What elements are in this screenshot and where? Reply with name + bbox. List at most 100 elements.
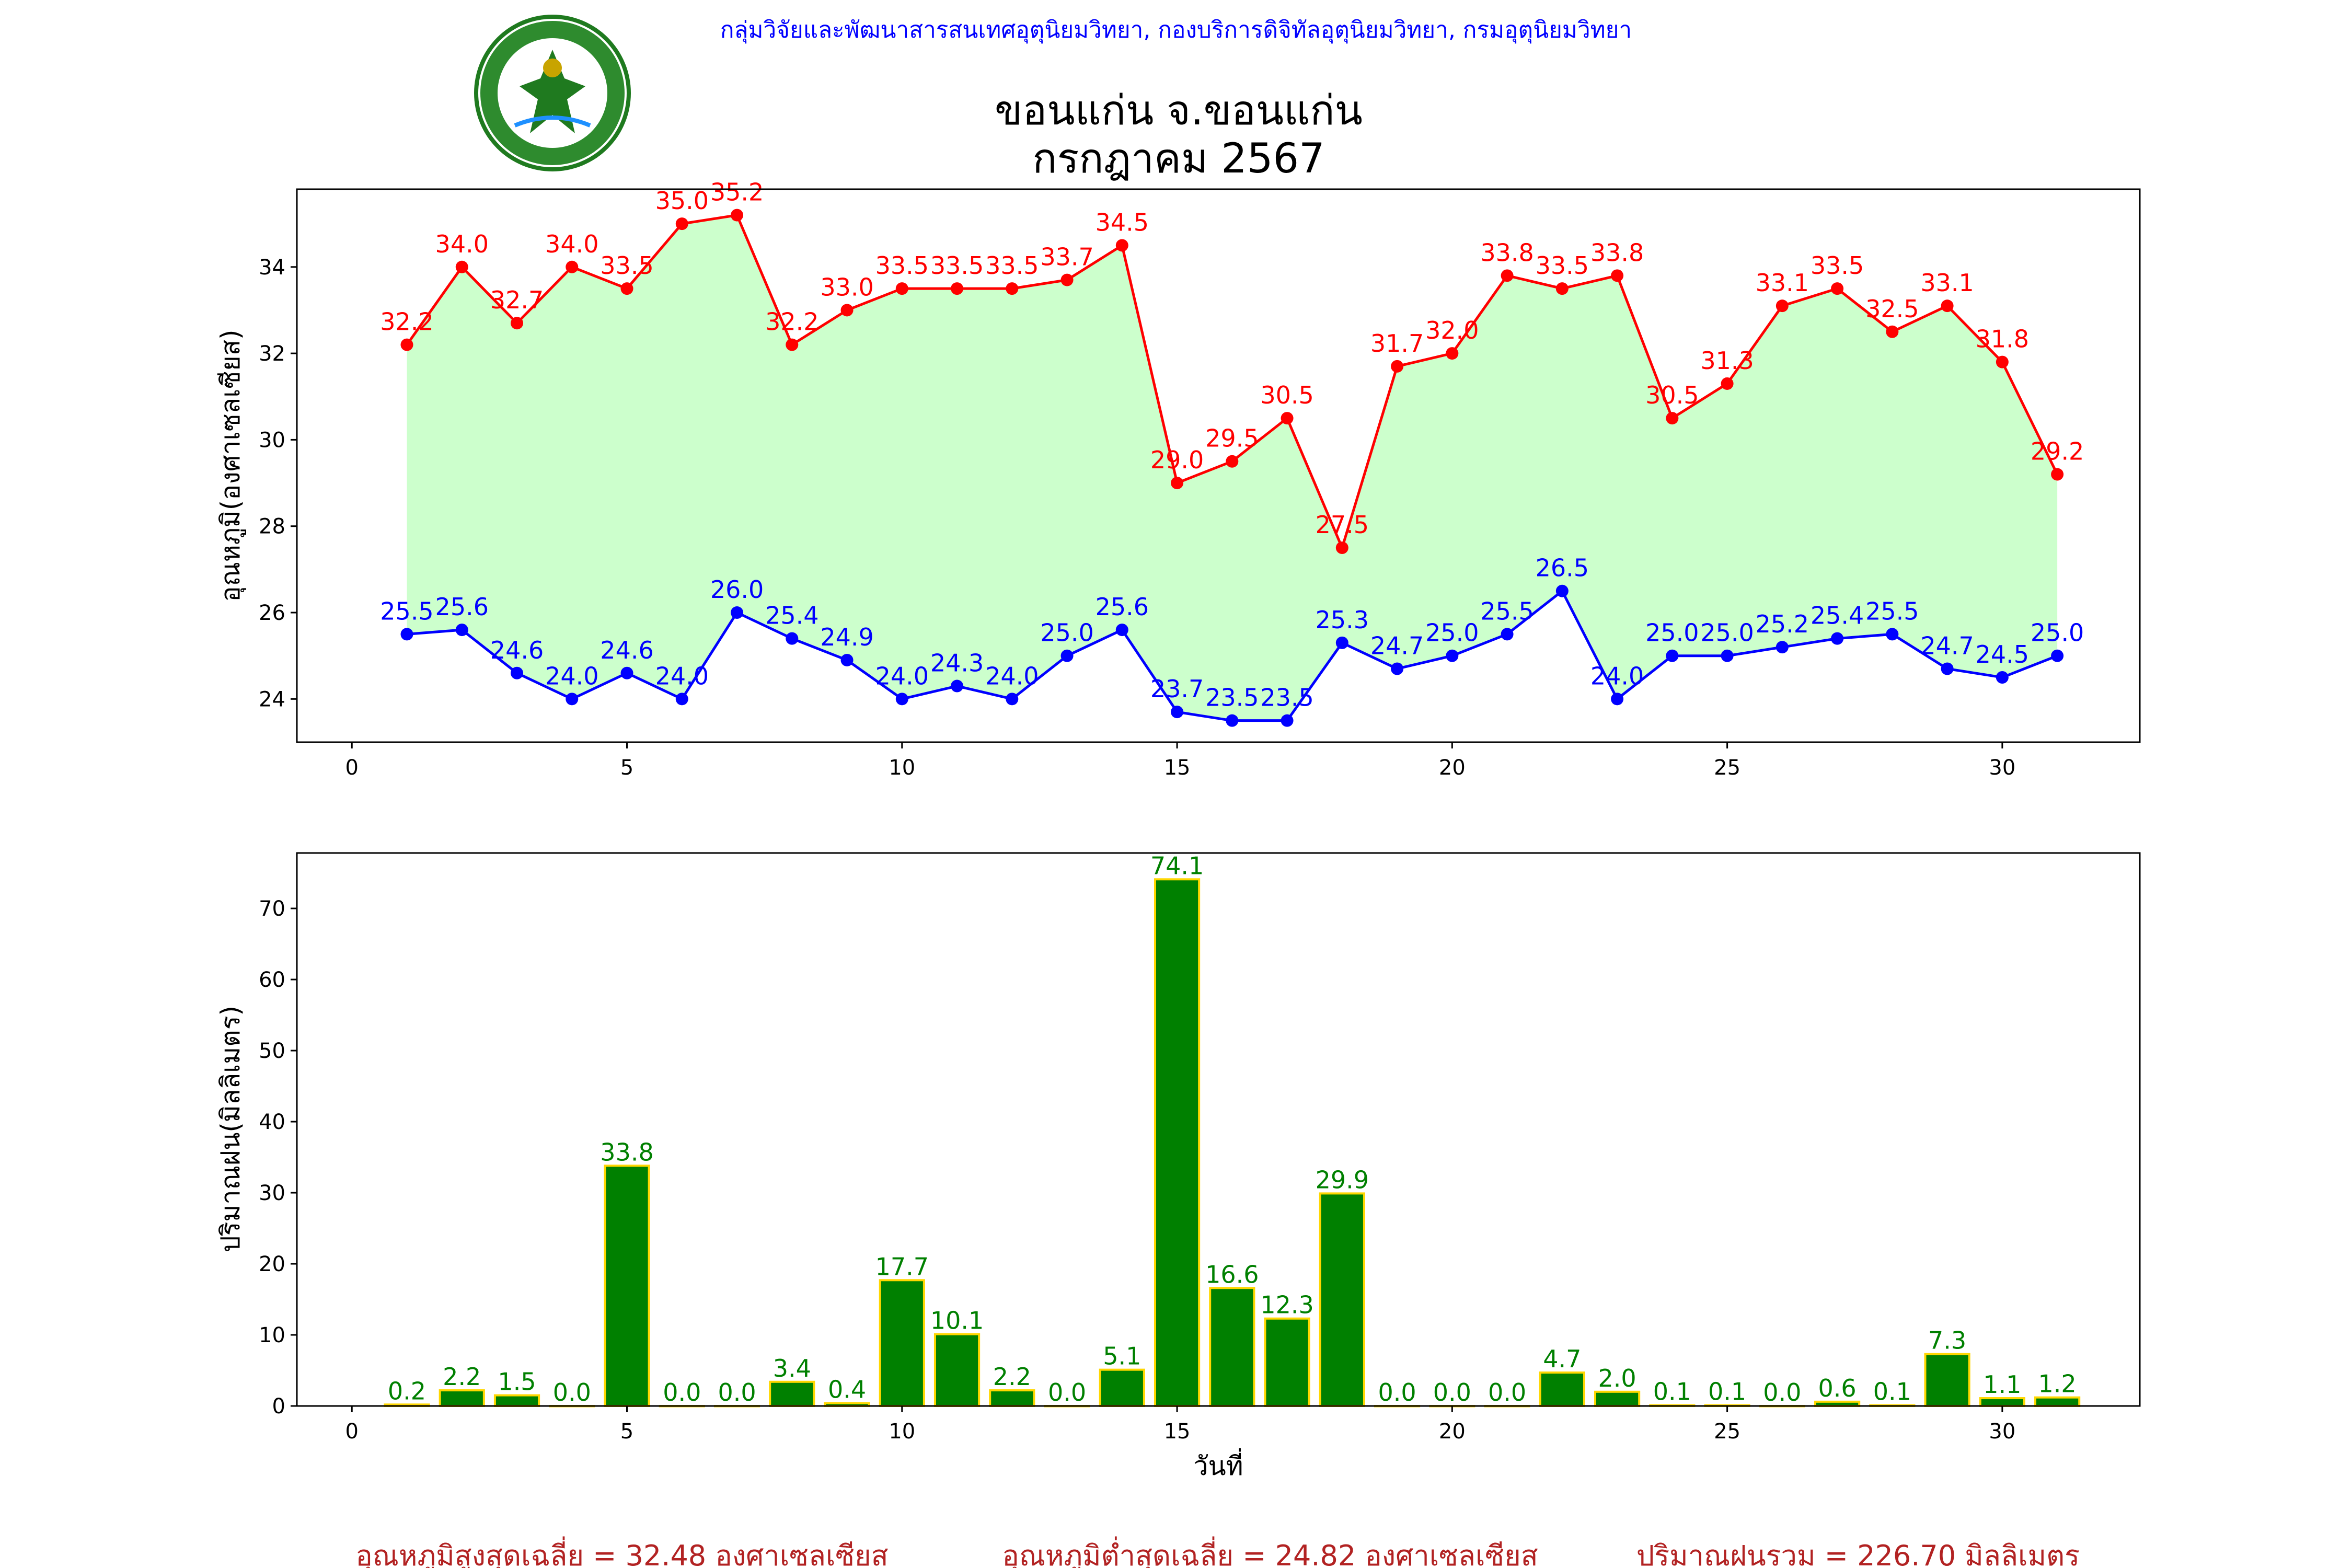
max-temperature-point — [1335, 541, 1348, 555]
rainfall-value-label: 1.5 — [498, 1368, 536, 1396]
temperature-y-tick-label: 34 — [259, 256, 285, 280]
rainfall-value-label: 12.3 — [1260, 1291, 1313, 1319]
max-temperature-point — [511, 317, 524, 330]
max-temperature-point — [1391, 360, 1404, 373]
temperature-range-fill — [407, 215, 2058, 721]
max-temperature-point — [400, 338, 413, 351]
min-temperature-point — [1996, 671, 2009, 684]
min-temperature-label: 23.5 — [1205, 684, 1259, 712]
max-temperature-label: 29.5 — [1205, 424, 1259, 453]
organization-header: กลุ่มวิจัยและพัฒนาสารสนเทศอุตุนิยมวิทยา,… — [720, 17, 1632, 44]
max-temperature-point — [1115, 239, 1128, 252]
rainfall-plot-frame — [296, 852, 2141, 1407]
max-temperature-point — [1996, 355, 2009, 368]
min-temperature-label: 25.5 — [380, 597, 433, 625]
min-temperature-label: 24.0 — [875, 662, 929, 690]
rainfall-value-label: 29.9 — [1316, 1166, 1369, 1194]
min-temperature-point — [1281, 714, 1294, 727]
rainfall-chart: 0.2 2.2 1.5 0.0 33.8 0.0 0.0 3.4 0.4 17.710.1 2.2 0… — [215, 851, 2141, 1481]
max-temperature-label: 33.7 — [1040, 243, 1093, 271]
rainfall-value-label: 0.0 — [1488, 1378, 1526, 1406]
max-temperature-point — [1555, 282, 1569, 295]
rainfall-bar — [1099, 1368, 1145, 1408]
max-temperature-point — [1006, 282, 1019, 295]
max-temperature-point — [620, 282, 633, 295]
rainfall-value-label: 0.0 — [1433, 1378, 1471, 1406]
rainfall-value-label: 74.1 — [1150, 851, 1204, 880]
min-temperature-label: 24.6 — [490, 636, 544, 664]
max-temperature-label: 32.7 — [490, 286, 544, 314]
min-temperature-point — [455, 624, 468, 637]
min-temperature-point — [951, 679, 964, 693]
rainfall-value-label: 3.4 — [773, 1354, 811, 1382]
rainfall-y-tick-label: 70 — [259, 897, 285, 921]
min-temperature-label: 24.6 — [600, 636, 653, 664]
rainfall-value-label: 16.6 — [1205, 1260, 1259, 1288]
temperature-y-tick-label: 30 — [259, 428, 285, 452]
rainfall-value-label: 0.1 — [1708, 1378, 1746, 1406]
max-temperature-label: 33.5 — [985, 251, 1039, 280]
min-temperature-point — [1886, 628, 1899, 641]
max-temperature-label: 35.0 — [655, 187, 709, 215]
max-temperature-label: 32.0 — [1425, 316, 1479, 344]
max-temperature-point — [675, 217, 688, 230]
min-temperature-label: 24.5 — [1976, 640, 2029, 668]
min-temperature-label: 25.6 — [435, 593, 489, 621]
max-temperature-point — [1886, 325, 1899, 338]
rainfall-value-label: 33.8 — [600, 1138, 653, 1166]
min-temperature-point — [1775, 641, 1789, 654]
rainfall-value-label: 0.4 — [828, 1376, 866, 1404]
min-temperature-label: 25.4 — [1811, 602, 1864, 630]
rainfall-value-label: 0.2 — [388, 1377, 426, 1405]
max-temperature-point — [1226, 455, 1239, 468]
min-temperature-point — [675, 693, 688, 706]
temperature-plot-frame — [296, 188, 2141, 743]
max-temperature-label: 30.5 — [1645, 381, 1699, 409]
temperature-x-tick-label: 5 — [620, 756, 633, 780]
rainfall-x-tick-label: 0 — [345, 1420, 359, 1444]
min-temperature-point — [1335, 636, 1348, 649]
rainfall-total: ปริมาณฝนรวม = 226.70 มิลลิเมตร — [1636, 1539, 2080, 1568]
max-temperature-label: 33.5 — [1536, 251, 1589, 280]
temperature-x-tick-label: 30 — [1989, 756, 2015, 780]
min-temperature-label: 24.0 — [655, 662, 709, 690]
min-temperature-point — [400, 628, 413, 641]
rainfall-value-label: 0.0 — [553, 1378, 591, 1406]
min-temperature-point — [786, 632, 799, 645]
min-temperature-label: 25.0 — [2031, 619, 2084, 647]
temperature-y-tick-label: 26 — [259, 601, 285, 625]
min-temperature-label: 25.0 — [1700, 619, 1754, 647]
max-temperature-label: 27.5 — [1316, 511, 1369, 539]
rainfall-value-label: 4.7 — [1543, 1345, 1581, 1373]
min-temperature-label: 25.5 — [1480, 597, 1534, 625]
max-temperature-average: อุณหภูมิสูงสุดเฉลี่ย = 32.48 องศาเซลเซีย… — [355, 1536, 888, 1568]
max-temperature-point — [1666, 412, 1679, 425]
station-title: ขอนแก่น จ.ขอนแก่น — [995, 87, 1363, 134]
rainfall-value-label: 2.0 — [1598, 1364, 1636, 1392]
max-temperature-label: 31.7 — [1370, 329, 1424, 358]
rainfall-bar — [1979, 1397, 2025, 1407]
max-temperature-label: 32.5 — [1865, 295, 1919, 323]
rainfall-y-tick-label: 10 — [259, 1323, 285, 1347]
min-temperature-label: 26.5 — [1536, 554, 1589, 582]
max-temperature-label: 33.8 — [1480, 238, 1534, 267]
rainfall-x-tick-label: 5 — [620, 1420, 633, 1444]
min-temperature-point — [1391, 662, 1404, 675]
min-temperature-point — [1666, 649, 1679, 662]
rainfall-bar — [439, 1389, 485, 1408]
min-temperature-point — [1006, 693, 1019, 706]
min-temperature-point — [511, 666, 524, 679]
temperature-x-tick-label: 25 — [1714, 756, 1740, 780]
rainfall-value-label: 2.2 — [993, 1363, 1031, 1391]
min-temperature-point — [1831, 632, 1844, 645]
rainfall-value-label: 0.0 — [718, 1378, 756, 1406]
rainfall-value-label: 7.3 — [1928, 1327, 1966, 1355]
max-temperature-point — [1611, 269, 1624, 282]
max-temperature-label: 34.5 — [1096, 208, 1149, 236]
rainfall-bar — [604, 1165, 650, 1407]
max-temperature-label: 33.5 — [1811, 251, 1864, 280]
max-temperature-label: 33.8 — [1590, 238, 1644, 267]
min-temperature-point — [1721, 649, 1734, 662]
rainfall-x-tick-label: 20 — [1439, 1420, 1466, 1444]
